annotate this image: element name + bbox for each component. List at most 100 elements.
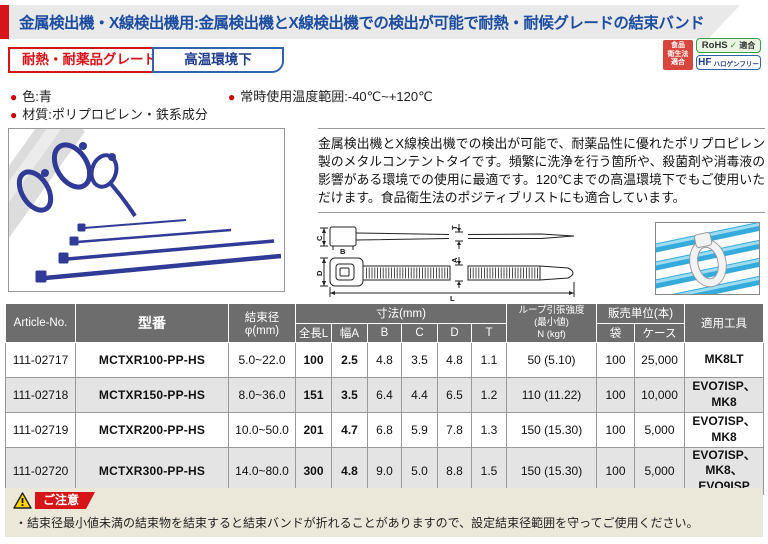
col-header-tools: 適用工具 xyxy=(684,303,765,343)
col-header-diameter: 結束径 φ(mm) xyxy=(228,303,296,343)
cell-tools: EVO7ISP、MK8 xyxy=(684,376,765,413)
cell-length: 100 xyxy=(295,341,332,378)
cell-bag: 100 xyxy=(596,411,636,448)
col-header-case: ケース xyxy=(634,322,686,343)
cell-length: 201 xyxy=(295,411,332,448)
spec-table-header: Article-No. 型番 結束径 φ(mm) 寸法(mm) ループ引張強度 … xyxy=(5,303,765,343)
cell-diameter: 5.0~22.0 xyxy=(228,341,296,378)
check-icon: ✓ xyxy=(729,40,738,50)
badge-high-temperature: 高温環境下 xyxy=(152,47,284,73)
col-header-c: C xyxy=(401,322,438,343)
food-icon-line1: 食品 xyxy=(671,41,685,49)
cell-c: 4.4 xyxy=(401,376,438,413)
product-photo xyxy=(0,106,285,292)
cell-loop-strength: 110 (11.22) xyxy=(506,376,598,413)
cell-article-no: 111-02719 xyxy=(5,411,76,448)
table-row: 111-02717 MCTXR100-PP-HS 5.0~22.0 100 2.… xyxy=(5,341,765,378)
dimension-diagram: C B T D A L xyxy=(316,224,575,302)
cell-article-no: 111-02718 xyxy=(5,376,76,413)
cell-tools: EVO7ISP、MK8、 EVO9ISP xyxy=(684,446,765,496)
diagram-label-b: B xyxy=(340,247,346,256)
cell-model: MCTXR100-PP-HS xyxy=(75,341,229,378)
cell-diameter: 10.0~50.0 xyxy=(228,411,296,448)
cell-t: 1.5 xyxy=(470,446,508,496)
cell-width-a: 2.5 xyxy=(331,341,368,378)
cell-t: 1.3 xyxy=(470,411,508,448)
spec-table: Article-No. 型番 結束径 φ(mm) 寸法(mm) ループ引張強度 … xyxy=(5,303,765,496)
cell-c: 5.0 xyxy=(401,446,438,496)
col-header-d: D xyxy=(437,322,472,343)
bullet-icon: ● xyxy=(10,108,18,122)
col-header-width-a: 幅A xyxy=(331,322,368,343)
col-header-t: T xyxy=(470,322,508,343)
cell-case: 5,000 xyxy=(634,446,686,496)
col-header-length: 全長L xyxy=(295,322,332,343)
cell-width-a: 4.7 xyxy=(331,411,368,448)
col-header-sales-unit: 販売単位(本) xyxy=(596,303,686,324)
cell-bag: 100 xyxy=(596,341,636,378)
rohs-label: RoHS xyxy=(701,40,728,51)
cell-bag: 100 xyxy=(596,376,636,413)
cell-tools: EVO7ISP、MK8 xyxy=(684,411,765,448)
col-header-b: B xyxy=(367,322,402,343)
cell-case: 10,000 xyxy=(634,376,686,413)
rohs-suffix: 適合 xyxy=(739,41,756,50)
cell-width-a: 3.5 xyxy=(331,376,368,413)
badge-heat-chemical-grade: 耐熱・耐薬品グレード xyxy=(8,47,171,73)
food-sanitation-law-icon: 食品 衛生法 適合 xyxy=(663,40,693,70)
food-icon-line2: 衛生法 xyxy=(667,50,689,58)
cell-t: 1.1 xyxy=(470,341,508,378)
cell-case: 5,000 xyxy=(634,411,686,448)
notice-header: ご注意 xyxy=(13,492,95,509)
cell-article-no: 111-02720 xyxy=(5,446,76,496)
cell-bag: 100 xyxy=(596,446,636,496)
spec-material-text: 材質:ポリプロピレン・鉄系成分 xyxy=(22,107,208,122)
cell-c: 5.9 xyxy=(401,411,438,448)
warning-triangle-icon xyxy=(13,492,32,509)
diagram-label-a: A xyxy=(450,257,459,263)
cell-d: 6.5 xyxy=(437,376,472,413)
bullet-icon: ● xyxy=(228,90,236,104)
cell-case: 25,000 xyxy=(634,341,686,378)
cable-ties-photo-illustration xyxy=(0,106,284,291)
diagram-label-t: T xyxy=(450,225,459,230)
tie-on-tubes-illustration xyxy=(656,223,759,294)
product-description: 金属検出機とX線検出機での検出が可能で、耐薬品性に優れたポリプロピレン製のメタル… xyxy=(318,128,765,213)
cell-t: 1.2 xyxy=(470,376,508,413)
cell-b: 6.8 xyxy=(367,411,402,448)
bullet-icon: ● xyxy=(10,90,18,104)
spec-temperature: ● 常時使用温度範囲:-40℃~+120℃ xyxy=(228,86,433,105)
cell-loop-strength: 150 (15.30) xyxy=(506,411,598,448)
table-row: 111-02719 MCTXR200-PP-HS 10.0~50.0 201 4… xyxy=(5,411,765,448)
notice-title: ご注意 xyxy=(35,492,95,509)
spec-material: ● 材質:ポリプロピレン・鉄系成分 xyxy=(10,104,208,123)
col-header-loop-strength: ループ引張強度 (最小値) N (kgf) xyxy=(506,303,598,343)
cell-d: 4.8 xyxy=(437,341,472,378)
notice-section: ご注意 ・結束径最小値未満の結束物を結束すると結束バンドが折れることがありますの… xyxy=(5,488,763,537)
diagram-label-l: L xyxy=(450,294,455,302)
halogen-free-badge: HF ハロゲンフリー xyxy=(696,55,761,70)
cell-model: MCTXR150-PP-HS xyxy=(75,376,229,413)
title-accent-bar xyxy=(0,5,9,39)
col-header-bag: 袋 xyxy=(596,322,636,343)
diagram-label-c: C xyxy=(316,235,324,241)
table-row: 111-02720 MCTXR300-PP-HS 14.0~80.0 300 4… xyxy=(5,446,765,496)
col-header-article-no: Article-No. xyxy=(5,303,76,343)
application-photo xyxy=(655,222,760,295)
rohs-compliance-badge: RoHS ✓ 適合 xyxy=(696,38,761,53)
cell-length: 151 xyxy=(295,376,332,413)
cell-article-no: 111-02717 xyxy=(5,341,76,378)
cell-tools: MK8LT xyxy=(684,341,765,378)
cell-b: 4.8 xyxy=(367,341,402,378)
cell-length: 300 xyxy=(295,446,332,496)
cell-c: 3.5 xyxy=(401,341,438,378)
food-icon-line3: 適合 xyxy=(671,59,685,67)
cell-loop-strength: 50 (5.10) xyxy=(506,341,598,378)
cell-width-a: 4.8 xyxy=(331,446,368,496)
cell-loop-strength: 150 (15.30) xyxy=(506,446,598,496)
page-title-bar: 金属検出機・X線検出機用:金属検出機とX線検出機での検出が可能で耐熱・耐候グレー… xyxy=(0,5,740,39)
cell-d: 7.8 xyxy=(437,411,472,448)
spec-color: ● 色:青 xyxy=(10,86,52,105)
cell-b: 9.0 xyxy=(367,446,402,496)
